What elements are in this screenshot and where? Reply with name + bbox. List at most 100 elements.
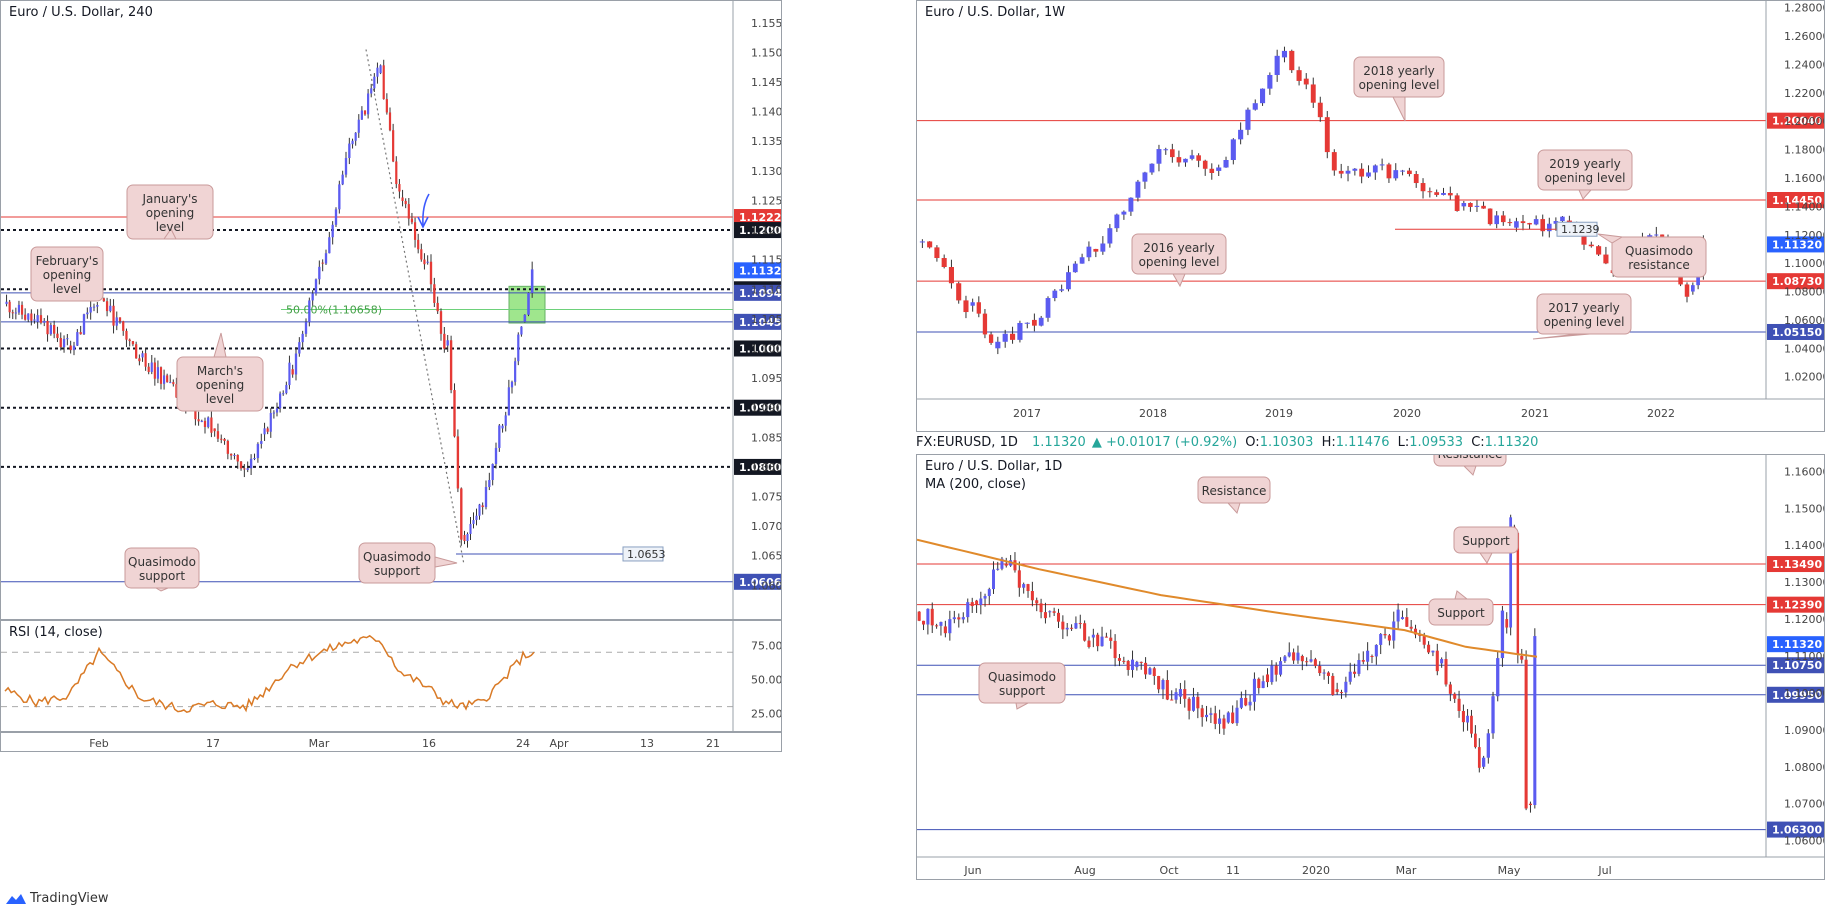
daily-candle <box>1152 668 1156 677</box>
daily-candle <box>1213 713 1217 724</box>
h4-chart[interactable]: 1.122201.12000 1.11320 1.110001.10940 1.104… <box>1 1 781 619</box>
tradingview-brand: TradingView <box>30 891 109 906</box>
daily-candle <box>1096 634 1100 647</box>
weekly-candle <box>1183 158 1188 163</box>
h4-candle <box>520 326 523 335</box>
daily-candle <box>1322 672 1326 674</box>
daily-candle <box>1374 644 1378 657</box>
daily-level-tag <box>1767 686 1824 703</box>
h4-candle <box>150 362 153 372</box>
open-label: O: <box>1245 435 1260 450</box>
daily-annotation-pointer <box>1226 502 1241 514</box>
daily-candle <box>1505 619 1509 628</box>
daily-chart[interactable]: 1.13490 1.12390 1.11320 1.10750 1.09950 1.063… <box>917 455 1824 879</box>
h4-annotation-text: January's <box>141 192 197 206</box>
daily-candle <box>1339 692 1344 694</box>
daily-candle <box>1383 634 1387 636</box>
h4-candle <box>5 301 8 305</box>
rsi-panel[interactable]: RSI (14, close) 75.00 50.00 25.00 <box>0 620 782 732</box>
daily-candle <box>957 617 961 620</box>
weekly-candle <box>1400 170 1405 172</box>
weekly-candle <box>1017 322 1023 340</box>
h4-candle <box>488 480 491 488</box>
daily-candle <box>1457 698 1461 712</box>
weekly-quasimodo-marker-label: 1.1239 <box>1561 223 1600 236</box>
daily-candle <box>1477 747 1481 768</box>
h4-candle <box>131 341 135 345</box>
daily-candle <box>1030 591 1034 601</box>
h4-candle <box>436 302 439 312</box>
h4-candle <box>426 261 429 263</box>
h4-candle <box>147 366 150 372</box>
daily-candle <box>1130 659 1135 670</box>
h4-level-tag-label: 1.08000 <box>739 461 781 474</box>
h4-candle <box>392 130 395 162</box>
daily-candle <box>1035 600 1039 604</box>
daily-candle <box>943 626 947 634</box>
h4-candle <box>200 420 203 422</box>
daily-level-tag <box>1767 821 1824 838</box>
daily-candle <box>1453 693 1457 699</box>
h4-candle <box>59 338 62 348</box>
weekly-level-tag-label: 1.08730 <box>1772 275 1822 288</box>
weekly-candle <box>1553 221 1559 224</box>
h4-y-tick-label: 1.09000 <box>751 402 781 415</box>
daily-candle <box>1113 640 1117 659</box>
daily-candle <box>996 568 1000 570</box>
daily-candle <box>1516 532 1520 654</box>
daily-candle <box>1481 757 1486 767</box>
h4-candle <box>363 110 367 115</box>
weekly-chart-panel[interactable]: Euro / U.S. Dollar, 1W 1.20040 1.14450 1.1… <box>916 0 1825 432</box>
daily-candle <box>966 602 970 618</box>
daily-candle <box>1122 660 1126 662</box>
weekly-quasimodo-marker <box>1556 221 1598 237</box>
h4-candle <box>398 184 401 192</box>
weekly-y-tick-label: 1.06000 <box>1784 314 1824 327</box>
daily-chart-panel[interactable]: Euro / U.S. Dollar, 1D MA (200, close) 1… <box>916 454 1825 880</box>
daily-candle <box>1157 676 1161 690</box>
weekly-level-tag <box>1767 273 1824 290</box>
weekly-candle <box>1031 319 1037 326</box>
h4-candle <box>344 158 348 175</box>
weekly-annotation-pointer <box>1532 333 1591 340</box>
weekly-y-tick-label: 1.20000 <box>1784 115 1824 128</box>
daily-candle <box>1470 715 1473 734</box>
h4-level-tag-label: 1.06060 <box>739 576 781 589</box>
daily-level-tag-label: 1.13490 <box>1772 558 1822 571</box>
weekly-candle <box>1223 160 1229 168</box>
h4-annotation-text: support <box>139 569 185 583</box>
weekly-y-tick-label: 1.04000 <box>1784 342 1824 355</box>
h4-candle <box>413 222 417 240</box>
daily-annotation-text: support <box>999 684 1045 698</box>
h4-candle <box>331 224 334 238</box>
h4-candle <box>279 393 282 409</box>
daily-candle <box>1357 660 1361 674</box>
weekly-candle <box>1434 192 1440 195</box>
h4-candle <box>194 405 197 420</box>
h4-y-tick-label: 1.13000 <box>751 165 781 178</box>
daily-y-tick-label: 1.08000 <box>1784 761 1824 774</box>
daily-candle <box>939 621 943 626</box>
daily-candle <box>1528 803 1532 806</box>
h4-candle <box>153 362 156 379</box>
daily-annotation-text: Resistance <box>1202 484 1267 498</box>
daily-candle <box>1209 713 1213 715</box>
weekly-y-tick-label: 1.10000 <box>1784 257 1824 270</box>
h4-candle <box>249 458 253 469</box>
h4-candle <box>197 419 200 422</box>
h4-candle <box>72 345 76 351</box>
daily-annotation-text: Support <box>1437 606 1485 620</box>
h4-annotation-pointer <box>434 556 458 568</box>
weekly-level-tag <box>1767 236 1824 253</box>
rsi-chart[interactable]: 75.00 50.00 25.00 <box>1 621 781 731</box>
daily-candle <box>987 589 991 597</box>
footer: TradingView <box>0 887 1825 912</box>
h4-candle <box>301 333 304 343</box>
weekly-chart[interactable]: 1.20040 1.14450 1.11320 1.08730 1.05150 1.123… <box>917 1 1824 431</box>
h4-candle <box>507 387 510 416</box>
h4-chart-panel[interactable]: Euro / U.S. Dollar, 240 1.122201.120001.… <box>0 0 782 620</box>
daily-candle <box>1533 636 1537 806</box>
weekly-candle <box>1527 223 1532 225</box>
weekly-candle <box>1366 172 1371 177</box>
h4-candle <box>370 88 373 94</box>
